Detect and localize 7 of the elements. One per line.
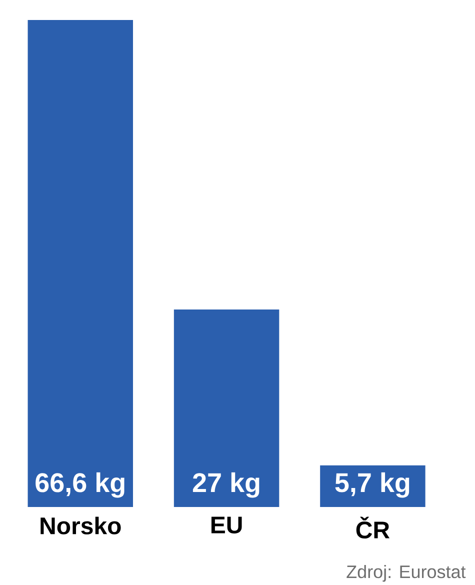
x-tick-label: Norsko xyxy=(40,516,121,534)
data-label: 66,6 kg xyxy=(36,472,124,498)
x-tick-label: EU xyxy=(211,516,242,534)
data-label: 27 kg xyxy=(192,472,260,498)
x-tick-label: ČR xyxy=(356,516,390,539)
data-label: 5,7 kg xyxy=(335,472,410,498)
text: Zdroj: Eurostat xyxy=(346,564,466,582)
